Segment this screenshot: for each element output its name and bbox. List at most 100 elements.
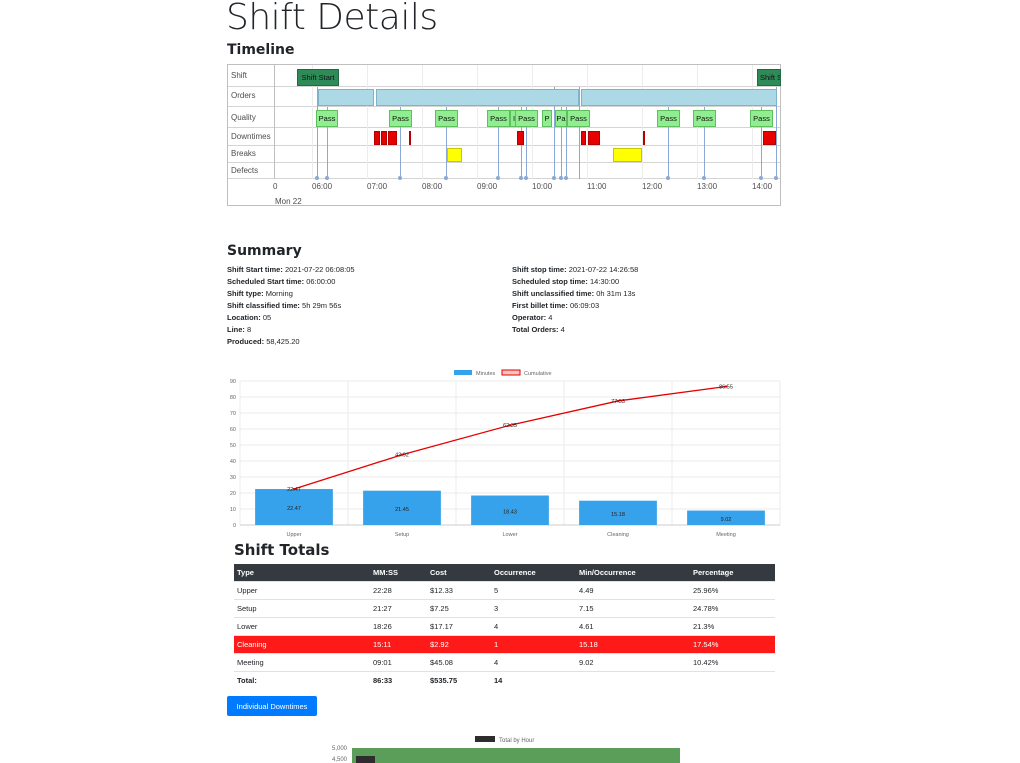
bar-data-label: 15.18 — [611, 512, 625, 518]
timeline-tick: 07:00 — [367, 182, 388, 191]
timeline-marker-dot — [559, 176, 563, 180]
summary-item: Shift Start time: 2021-07-22 06:08:05 — [227, 264, 355, 276]
timeline-pass[interactable]: Pass — [750, 110, 773, 127]
timeline-pass[interactable]: Pass — [567, 110, 590, 127]
timeline-marker-dot — [759, 176, 763, 180]
summary-label: Location: — [227, 313, 261, 322]
timeline-order[interactable] — [318, 89, 374, 106]
timeline-downtime[interactable] — [517, 131, 524, 145]
bar-data-label: 22.47 — [287, 506, 301, 512]
summary-value: Morning — [265, 289, 293, 298]
table-cell: Meeting — [234, 653, 370, 672]
y-tick-label: 30 — [230, 475, 236, 481]
summary-value: 0h 31m 13s — [596, 289, 636, 298]
timeline-pass[interactable]: Pass — [316, 110, 338, 127]
summary-label: Shift stop time: — [512, 265, 567, 274]
timeline-order[interactable] — [581, 89, 777, 106]
total-by-hour-chart[interactable]: Total by Hour 5,000 4,500 — [325, 733, 685, 763]
table-cell: 86:33 — [370, 671, 427, 689]
summary-label: Total Orders: — [512, 325, 559, 334]
summary-item: Operator: 4 — [512, 312, 638, 324]
summary-label: Shift type: — [227, 289, 264, 298]
table-cell: 24.78% — [690, 599, 775, 618]
summary-label: Operator: — [512, 313, 547, 322]
timeline-pass[interactable]: Pass — [389, 110, 412, 127]
timeline-pass[interactable]: Pass — [435, 110, 458, 127]
cumulative-data-label: 43.92 — [395, 453, 409, 459]
timeline-marker-line — [566, 107, 567, 179]
summary-value: 14:30:00 — [589, 277, 620, 286]
timeline-pass[interactable]: Pa — [555, 110, 567, 127]
timeline-marker-dot — [496, 176, 500, 180]
timeline-downtime[interactable] — [588, 131, 600, 145]
timeline-tick: 13:00 — [697, 182, 718, 191]
summary-item: Line: 8 — [227, 324, 355, 336]
timeline-pass[interactable]: Pass — [657, 110, 680, 127]
timeline-downtime[interactable] — [643, 131, 645, 145]
column-header-min-occurrence[interactable]: Min/Occurrence — [576, 564, 690, 582]
summary-label: Scheduled Start time: — [227, 277, 305, 286]
summary-value: 4 — [560, 325, 565, 334]
timeline-gridline — [422, 65, 423, 179]
column-header-occurrence[interactable]: Occurrence — [491, 564, 576, 582]
timeline-downtime[interactable] — [374, 131, 380, 145]
timeline-break[interactable] — [613, 148, 642, 162]
table-cell: $17.17 — [427, 617, 491, 636]
pareto-chart[interactable]: Minutes Cumulative 0 10 20 30 40 50 60 70 80 90 22.4… — [225, 366, 785, 541]
timeline-downtime[interactable] — [388, 131, 397, 145]
timeline-row-label: Quality — [231, 113, 256, 122]
timeline[interactable]: Shift Orders Quality Downtimes Breaks De… — [227, 64, 781, 206]
legend-swatch-cumulative — [501, 369, 521, 376]
cumulative-point — [508, 424, 512, 427]
timeline-order[interactable] — [376, 89, 579, 106]
timeline-pass[interactable]: Pass — [693, 110, 716, 127]
column-header-mmss[interactable]: MM:SS — [370, 564, 427, 582]
timeline-pass[interactable]: Pass — [515, 110, 538, 127]
cumulative-data-label: 86.55 — [719, 385, 733, 391]
column-header-percentage[interactable]: Percentage — [690, 564, 775, 582]
summary-label: First billet time: — [512, 301, 568, 310]
cumulative-point — [292, 487, 296, 491]
timeline-downtime[interactable] — [763, 131, 776, 145]
x-tick-label: Setup — [395, 532, 409, 538]
column-header-cost[interactable]: Cost — [427, 564, 491, 582]
timeline-break[interactable] — [447, 148, 462, 162]
timeline-marker-line — [554, 87, 555, 179]
timeline-row-defects: Defects — [228, 163, 780, 179]
timeline-downtime[interactable] — [409, 131, 411, 145]
individual-downtimes-button[interactable]: Individual Downtimes — [227, 696, 317, 716]
timeline-row-label: Breaks — [231, 149, 256, 158]
timeline-shift-stop[interactable]: Shift S — [757, 69, 781, 86]
table-row: Lower 18:26 $17.17 4 4.61 21.3% — [234, 617, 775, 636]
timeline-downtime[interactable] — [381, 131, 387, 145]
y-tick-label: 50 — [230, 443, 236, 449]
timeline-date: Mon 22 — [275, 197, 302, 206]
timeline-marker-line — [668, 107, 669, 179]
bar-upper — [255, 489, 333, 525]
summary-value: 05 — [262, 313, 272, 322]
summary-right: Shift stop time: 2021-07-22 14:26:58 Sch… — [512, 264, 638, 336]
y-tick-label: 20 — [230, 491, 236, 497]
table-cell: $2.92 — [427, 635, 491, 654]
timeline-downtime[interactable] — [581, 131, 586, 145]
x-tick-label: Cleaning — [607, 532, 629, 538]
legend-label-minutes: Minutes — [476, 371, 496, 377]
table-cell: $535.75 — [427, 671, 491, 689]
table-cell: 09:01 — [370, 653, 427, 672]
summary-item: First billet time: 06:09:03 — [512, 300, 638, 312]
timeline-pass[interactable]: P — [542, 110, 552, 127]
column-header-type[interactable]: Type — [234, 564, 370, 582]
summary-label: Shift Start time: — [227, 265, 283, 274]
table-cell: 10.42% — [690, 653, 775, 672]
cumulative-point — [400, 453, 404, 456]
timeline-shift-start[interactable]: Shift Start — [297, 69, 339, 86]
summary-item: Scheduled stop time: 14:30:00 — [512, 276, 638, 288]
timeline-gridline — [642, 65, 643, 179]
table-cell: 15.18 — [576, 635, 690, 654]
summary-value: 06:09:03 — [569, 301, 600, 310]
summary-value: 06:00:00 — [306, 277, 336, 286]
timeline-pass[interactable]: Pass — [487, 110, 510, 127]
table-cell: 25.96% — [690, 581, 775, 600]
table-cell: 4.61 — [576, 617, 690, 636]
x-tick-label: Lower — [503, 532, 518, 538]
